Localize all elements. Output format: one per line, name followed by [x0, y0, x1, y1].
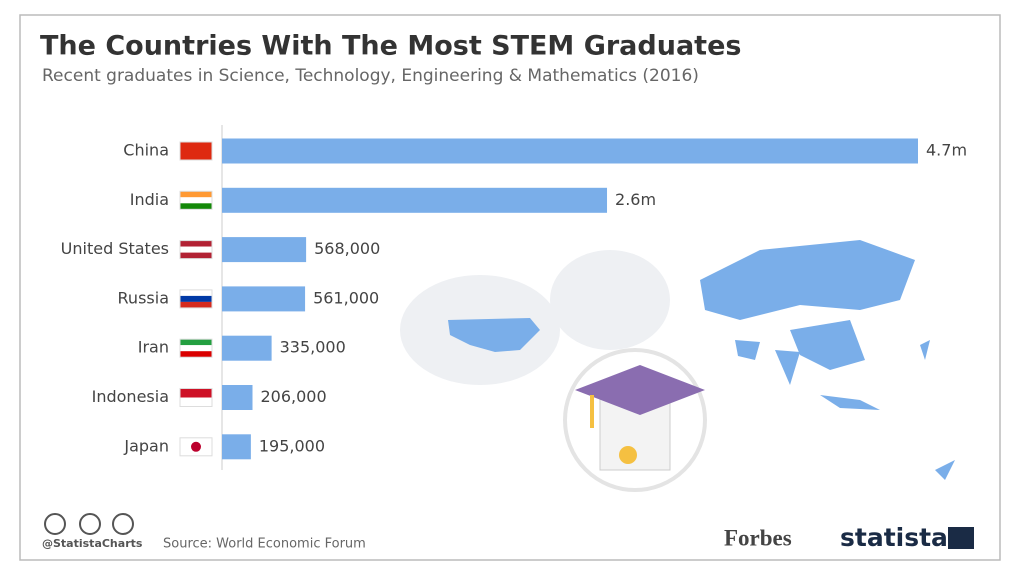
- category-label: Iran: [138, 338, 169, 357]
- value-label: 4.7m: [926, 141, 967, 160]
- category-label: United States: [61, 239, 169, 258]
- bar: [222, 385, 253, 410]
- flag: [180, 339, 212, 346]
- world-map-highlight: [448, 240, 955, 480]
- bar: [222, 138, 918, 164]
- publisher-logo: Forbes: [724, 525, 792, 550]
- flag: [180, 351, 212, 358]
- flag-border: [179, 388, 213, 407]
- brand-mark: [948, 527, 974, 549]
- flag: [180, 397, 212, 407]
- cc-icons: [44, 513, 134, 535]
- flag: [180, 203, 212, 210]
- brand-logo: statista: [840, 523, 948, 552]
- flag-border: [179, 338, 213, 358]
- bar: [222, 237, 307, 263]
- category-label: India: [130, 190, 169, 209]
- value-label: 561,000: [313, 288, 379, 307]
- bar: [222, 187, 608, 213]
- credit: @StatistaCharts: [42, 537, 143, 550]
- flag-border: [179, 240, 213, 260]
- bar: [222, 434, 251, 460]
- value-label: 206,000: [261, 387, 327, 406]
- category-label: Indonesia: [92, 387, 169, 406]
- category-label: China: [123, 141, 169, 160]
- graduate-icon: [563, 348, 707, 492]
- chart-subtitle: Recent graduates in Science, Technology,…: [42, 66, 699, 86]
- value-label: 335,000: [280, 338, 346, 357]
- flag: [180, 142, 212, 160]
- flag: [180, 197, 212, 204]
- flag: [191, 441, 201, 452]
- flag: [180, 252, 212, 259]
- source: Source: World Economic Forum: [163, 537, 366, 552]
- flag: [180, 191, 212, 198]
- flag: [180, 388, 212, 398]
- flag: [180, 301, 212, 308]
- flag-border: [179, 437, 213, 457]
- value-label: 568,000: [314, 239, 380, 258]
- bar: [222, 335, 272, 361]
- value-label: 195,000: [259, 436, 325, 455]
- chart-title: The Countries With The Most STEM Graduat…: [40, 31, 741, 62]
- flag: [180, 295, 212, 302]
- category-label: Russia: [118, 288, 169, 307]
- flag-border: [179, 190, 213, 210]
- flag: [180, 289, 212, 296]
- value-label: 2.6m: [615, 190, 656, 209]
- flag: [180, 246, 212, 253]
- category-label: Japan: [123, 436, 169, 455]
- flag-border: [179, 289, 213, 309]
- bar: [222, 286, 306, 312]
- flag: [180, 345, 212, 352]
- flag: [180, 240, 212, 247]
- flag-border: [179, 141, 213, 161]
